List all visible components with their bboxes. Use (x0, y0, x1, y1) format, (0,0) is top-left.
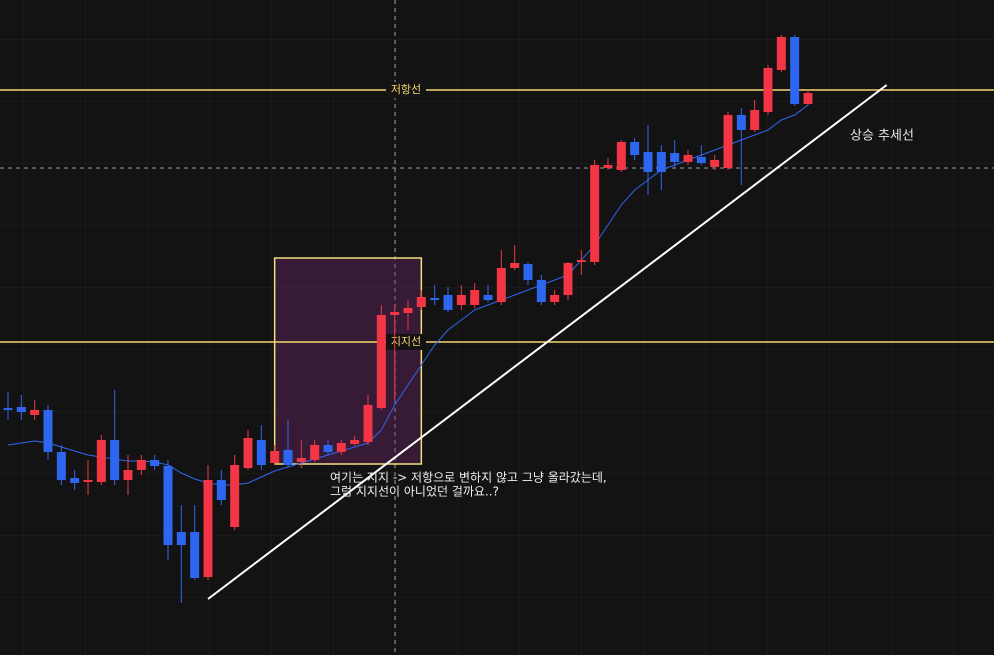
candle-body (643, 152, 653, 172)
candle-body (3, 408, 13, 410)
candle-body (710, 160, 720, 167)
candle-body (190, 532, 200, 578)
candle-body (390, 312, 400, 315)
annotation: 여기는 지지 -> 저항으로 변하지 않고 그냥 올라갔는데, (330, 471, 607, 485)
candle-body (523, 264, 533, 280)
level-label: 저항선 (391, 83, 421, 96)
candle-body (416, 297, 426, 307)
candle-body (510, 263, 520, 268)
candle-body (230, 465, 240, 527)
candle-body (83, 480, 93, 482)
candle-body (763, 68, 773, 112)
candle-body (176, 532, 186, 545)
candle-body (110, 440, 120, 480)
candle-body (123, 470, 133, 480)
candle-body (70, 478, 80, 483)
candle-body (470, 290, 480, 305)
trend-line (207, 84, 888, 600)
candle-body (603, 165, 613, 168)
candle-body (350, 440, 360, 444)
candle-body (363, 405, 373, 442)
candle-body (150, 460, 160, 466)
candle-body (336, 443, 346, 452)
candle-body (590, 165, 600, 262)
zone-box (273, 257, 423, 465)
candle-body (296, 458, 306, 462)
candle-body (630, 142, 640, 155)
candle-body (43, 410, 53, 452)
candle-body (550, 295, 560, 302)
candle-body (803, 93, 813, 104)
candle-body (670, 153, 680, 162)
candle-body (563, 263, 573, 295)
annotation: 그럼 지지선이 아니었던 걸까요..? (330, 485, 499, 499)
candle-body (136, 460, 146, 470)
candle-body (536, 280, 546, 302)
candle-body (750, 110, 760, 130)
candle-body (163, 466, 173, 545)
candle-body (376, 315, 386, 408)
candle-body (96, 440, 106, 482)
candle-body (790, 37, 800, 104)
candle-body (323, 445, 333, 452)
candle-body (496, 268, 506, 302)
candle-body (576, 260, 586, 262)
candle-body (776, 37, 786, 70)
level-label-bg (386, 334, 426, 350)
candle-body (483, 295, 493, 300)
candle-body (723, 115, 733, 168)
candle-body (216, 480, 226, 500)
candle-body (656, 152, 666, 172)
candle-body (430, 298, 440, 300)
candle-body (696, 157, 706, 163)
candle-body (683, 155, 693, 162)
candle-body (443, 295, 453, 310)
candle-body (56, 452, 66, 480)
candle-body (256, 440, 266, 465)
candle-body (403, 308, 413, 313)
trend-label: 상승 추세선 (850, 129, 914, 144)
candle-body (243, 438, 253, 468)
candle-body (16, 407, 26, 412)
candle-body (456, 295, 466, 305)
candle-body (30, 410, 40, 415)
level-label: 지지선 (391, 335, 421, 348)
candle-body (270, 451, 280, 463)
candle-body (736, 115, 746, 130)
candle-body (310, 445, 320, 460)
candle-body (616, 142, 626, 170)
candle-body (203, 480, 213, 577)
candle-body (283, 450, 293, 465)
level-label-bg (386, 82, 426, 98)
